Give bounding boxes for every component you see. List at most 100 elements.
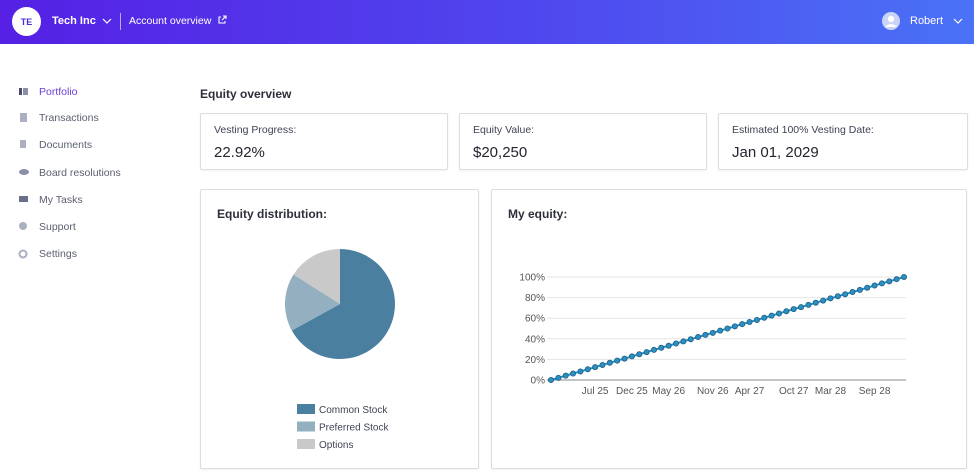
x-tick-label: May 26	[652, 386, 685, 397]
divider	[120, 13, 121, 30]
card-value: 22.92%	[214, 144, 265, 161]
data-point	[842, 291, 849, 298]
x-tick-label: Mar 28	[815, 386, 847, 397]
data-point	[687, 336, 694, 343]
nav-item[interactable]: Settings	[39, 248, 77, 260]
legend-label: Preferred Stock	[319, 423, 389, 434]
data-point	[577, 368, 584, 375]
chevron[interactable]	[953, 17, 963, 25]
x-tick-label: Dec 25	[616, 386, 648, 397]
summary-card: Equity Value: $20,250	[459, 113, 707, 170]
line-chart: 0% 20% 40% 60% 80% 100% Jul 25 Dec 25 May 26 Nov …	[519, 273, 907, 397]
data-point	[592, 364, 599, 371]
data-point	[658, 344, 665, 351]
data-point	[746, 319, 753, 326]
data-point	[900, 274, 907, 281]
y-tick-label: 20%	[525, 355, 545, 366]
nav-item[interactable]: Transactions	[39, 112, 99, 124]
company-name[interactable]: Tech Inc	[52, 15, 96, 27]
y-tick-label: 60%	[525, 314, 545, 325]
data-point	[717, 327, 724, 334]
y-tick-label: 40%	[525, 334, 545, 345]
external-icon	[218, 15, 227, 24]
top-bar: TE Tech Inc Account overview Robert	[0, 0, 974, 44]
data-point	[739, 321, 746, 328]
data-point	[761, 314, 768, 321]
data-point	[621, 355, 628, 362]
data-point	[812, 299, 819, 306]
chart-title: Equity distribution:	[217, 207, 327, 221]
pie-slice	[285, 274, 340, 331]
data-point	[548, 376, 555, 383]
nav-item[interactable]: Documents	[39, 139, 93, 151]
sidebar: Portfolio Transactions Documents Board reso…	[0, 0, 190, 300]
card-value: Jan 01, 2029	[732, 144, 819, 161]
data-point	[827, 295, 834, 302]
data-point	[570, 370, 577, 377]
card-label: Vesting Progress:	[214, 124, 297, 136]
company-avatar[interactable]: TE	[12, 7, 41, 36]
data-point	[665, 342, 672, 349]
pie-slice	[291, 249, 395, 359]
data-point	[636, 351, 643, 358]
data-point	[606, 359, 613, 366]
data-point	[562, 372, 569, 379]
data-point	[673, 340, 680, 347]
y-tick-label: 80%	[525, 293, 545, 304]
summary-card: Estimated 100% Vesting Date: Jan 01, 2029	[718, 113, 968, 170]
data-point	[753, 316, 760, 323]
data-point	[731, 323, 738, 330]
data-point	[783, 308, 790, 315]
legend-swatch	[297, 439, 315, 449]
data-point	[709, 329, 716, 336]
x-tick-label: Sep 28	[859, 386, 891, 397]
data-point	[834, 293, 841, 300]
line-card: My equity: 0% 20% 40% 60% 80% 100% Jul 25 Dec 2…	[491, 189, 967, 469]
legend-label: Common Stock	[319, 405, 388, 416]
data-point	[650, 346, 657, 353]
data-point	[775, 310, 782, 317]
chevron[interactable]	[102, 17, 112, 25]
data-point	[628, 353, 635, 360]
x-tick-label: Jul 25	[582, 386, 609, 397]
pie-card: Equity distribution: Common Stock Preferr…	[200, 189, 479, 469]
user-name[interactable]: Robert	[910, 15, 944, 27]
data-point	[555, 374, 562, 381]
data-point	[790, 306, 797, 313]
legend-swatch	[297, 421, 315, 432]
data-point	[856, 286, 863, 293]
data-point	[864, 284, 871, 291]
y-tick-label: 100%	[519, 273, 545, 284]
data-point	[768, 312, 775, 319]
data-point	[643, 349, 650, 356]
legend-swatch	[297, 404, 315, 414]
pie-chart: Common Stock Preferred Stock Options	[285, 249, 395, 451]
page-title: Equity overview	[200, 87, 292, 101]
data-point	[871, 282, 878, 289]
x-tick-label: Nov 26	[697, 386, 729, 397]
summary-card: Vesting Progress: 22.92%	[200, 113, 448, 170]
nav-item[interactable]: Board resolutions	[39, 167, 121, 179]
user-avatar[interactable]	[882, 12, 900, 30]
data-point	[680, 338, 687, 345]
data-point	[878, 280, 885, 287]
y-tick-label: 0%	[531, 376, 546, 387]
nav-item[interactable]: Support	[39, 221, 76, 233]
data-point	[798, 304, 805, 311]
data-point	[695, 334, 702, 341]
account-link[interactable]: Account overview	[129, 15, 212, 27]
card-value: $20,250	[473, 144, 528, 161]
pie-slice	[293, 249, 340, 304]
data-point	[702, 331, 709, 338]
data-point	[805, 301, 812, 308]
data-point	[584, 366, 591, 373]
data-point	[886, 278, 893, 285]
data-point	[724, 325, 731, 332]
data-point	[820, 297, 827, 304]
nav-item[interactable]: Portfolio	[39, 86, 78, 98]
nav-item[interactable]: My Tasks	[39, 194, 83, 206]
data-point	[614, 357, 621, 364]
card-label: Estimated 100% Vesting Date:	[732, 124, 874, 136]
legend-label: Options	[319, 440, 353, 451]
